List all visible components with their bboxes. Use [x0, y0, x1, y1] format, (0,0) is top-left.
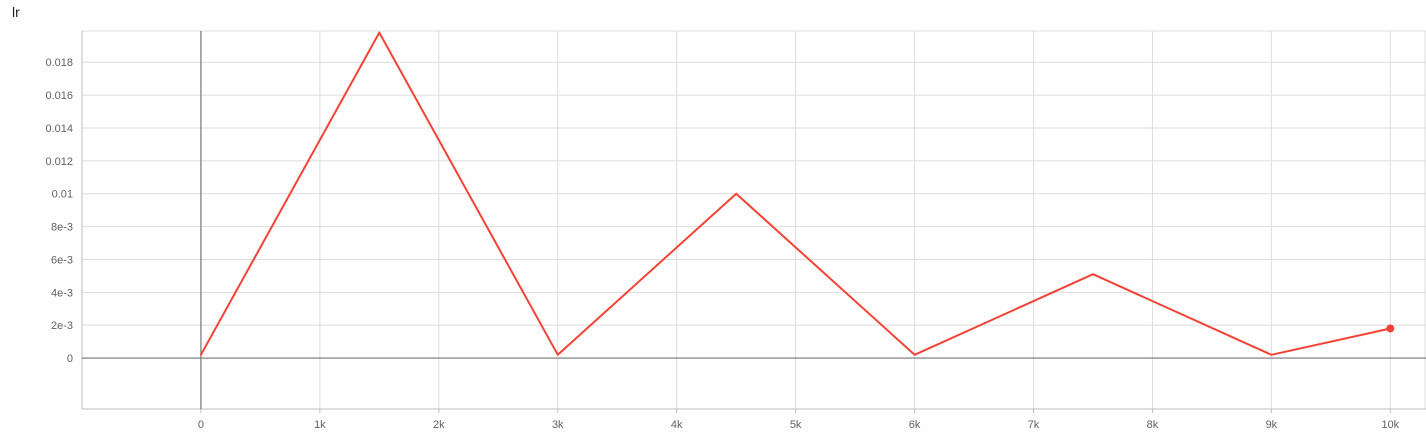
x-tick-label: 7k [1028, 419, 1040, 431]
y-tick-label: 0 [67, 353, 73, 365]
axis-layer [81, 31, 1426, 413]
x-tick-label: 8k [1147, 419, 1159, 431]
y-tick-label: 0.014 [45, 123, 73, 135]
series-end-point [1386, 324, 1395, 333]
x-tick-label: 2k [433, 419, 445, 431]
y-tick-label: 6e-3 [51, 254, 73, 266]
grid-layer [82, 30, 1426, 409]
y-tick-label: 0.016 [45, 90, 73, 102]
tick-label-layer: 0 1k 2k 3k 4k 5k 6k 7k 8k 9k 10k 0 2e-3 4e-3 6e-3 8e-3 0… [45, 57, 1399, 431]
y-tick-label: 0.01 [52, 189, 73, 201]
chart-title: lr [12, 4, 20, 20]
y-tick-label: 2e-3 [51, 320, 73, 332]
y-tick-label: 4e-3 [51, 287, 73, 299]
x-tick-label: 0 [198, 419, 204, 431]
x-tick-label: 5k [790, 419, 802, 431]
x-tick-label: 10k [1381, 419, 1399, 431]
y-tick-label: 0.018 [45, 57, 73, 69]
y-tick-label: 8e-3 [51, 222, 73, 234]
series-layer [199, 31, 1395, 356]
x-tick-label: 4k [671, 419, 683, 431]
x-tick-label: 3k [552, 419, 564, 431]
y-tick-label: 0.012 [45, 156, 73, 168]
x-tick-label: 9k [1266, 419, 1278, 431]
series-line [199, 31, 1392, 356]
x-tick-label: 6k [909, 419, 921, 431]
x-tick-label: 1k [314, 419, 326, 431]
